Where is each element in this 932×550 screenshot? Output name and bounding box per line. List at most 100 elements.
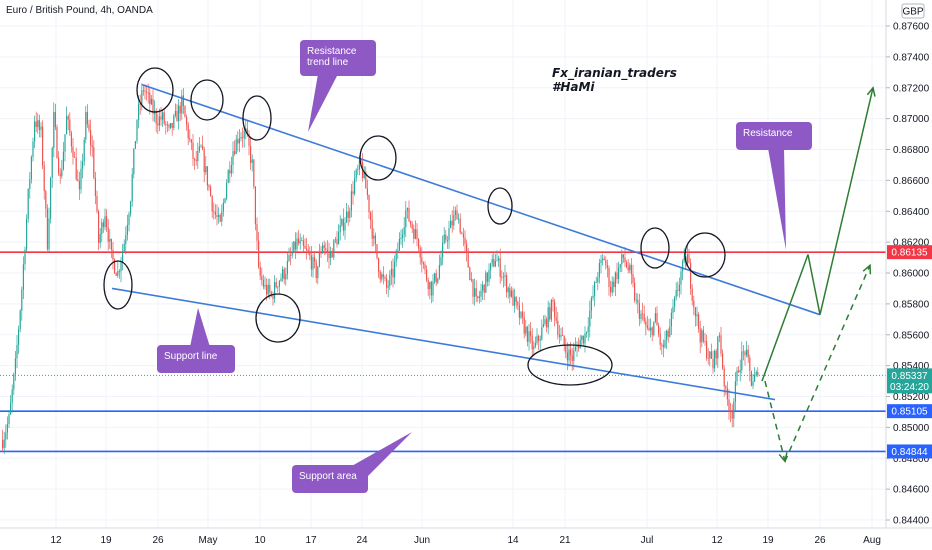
candle-body [690, 263, 692, 289]
candle-body [429, 281, 431, 290]
candle-body [494, 261, 496, 267]
candle-body [414, 229, 416, 239]
support-line-callout-box[interactable] [157, 345, 235, 373]
support-area-callout-box[interactable] [292, 465, 368, 493]
candle-body [493, 258, 495, 267]
candle-body [488, 270, 490, 282]
candle-body [174, 111, 176, 116]
resistance-trend-callout-box[interactable] [300, 40, 376, 76]
candle-body [691, 288, 693, 301]
candle-body [203, 149, 205, 173]
candle-body [528, 331, 530, 342]
candle-body [29, 179, 31, 189]
candle-body [749, 357, 751, 371]
candle-body [261, 275, 263, 281]
candle-body [27, 188, 29, 219]
candle-body [94, 177, 96, 196]
price-tick-label: 0.86400 [893, 207, 930, 218]
candle-body [566, 352, 568, 361]
candle-body [478, 296, 480, 298]
candle-body [5, 432, 7, 440]
candle-body [208, 185, 210, 188]
swing-circle [487, 187, 513, 225]
candle-body [616, 272, 618, 280]
currency-box[interactable] [901, 3, 925, 19]
candle-body [182, 95, 184, 107]
candle-body [69, 119, 71, 133]
current-price-label: 0.85337 [891, 371, 928, 382]
candle-body [72, 146, 74, 158]
candle-body [123, 243, 125, 252]
candle-body [573, 350, 575, 361]
candle-body [272, 294, 274, 299]
candle-body [470, 279, 472, 281]
candle-body [293, 241, 295, 253]
candle-body [115, 273, 117, 276]
candle-body [277, 286, 279, 288]
candle-body [480, 290, 482, 297]
projection-arrow-head [866, 86, 876, 97]
candle-body [373, 235, 375, 239]
symbol-title: Euro / British Pound, 4h, OANDA [6, 5, 153, 16]
candle-body [374, 235, 376, 245]
candle-body [432, 281, 434, 296]
candle-body [91, 144, 93, 148]
candle-body [232, 151, 234, 165]
price-tick-label: 0.85600 [893, 330, 930, 341]
candle-body [550, 299, 552, 320]
candle-body [728, 399, 730, 412]
candle-body [586, 332, 588, 334]
candle-body [549, 307, 551, 320]
candle-body [18, 329, 20, 346]
candle-body [38, 120, 40, 130]
candle-body [539, 339, 541, 341]
time-tick-label: 21 [559, 535, 571, 546]
candle-body [110, 238, 112, 250]
candle-body [712, 358, 714, 369]
candle-body [413, 228, 415, 239]
currency-label: GBP [902, 7, 923, 18]
resistance-callout-box[interactable] [736, 122, 812, 150]
candle-body [622, 254, 624, 258]
projection-arrows [761, 86, 876, 464]
candle-body [734, 381, 736, 402]
candle-body [418, 239, 420, 249]
candle-body [322, 245, 324, 254]
candle-body [496, 260, 498, 262]
candle-body [454, 210, 456, 215]
candle-body [742, 351, 744, 353]
candle-body [51, 147, 53, 179]
candle-body [510, 290, 512, 297]
candle-body [483, 284, 485, 293]
candle-body [592, 295, 594, 298]
candle-body [350, 191, 352, 211]
candle-body [370, 212, 372, 221]
support-level-lower-label: 0.84844 [891, 447, 928, 458]
candle-body [37, 120, 39, 128]
candle-body [2, 439, 4, 449]
candle-body [46, 208, 48, 250]
candle-body [498, 258, 500, 261]
time-axis[interactable]: 12 19 26 May 10 17 24 Jun 14 21 Jul 12 19 26 Aug [50, 535, 880, 546]
support-trend-line[interactable] [111, 287, 776, 401]
candle-body [339, 225, 341, 233]
price-axis[interactable]: 0.87600 0.87400 0.87200 0.87000 0.86800 0.866… [886, 22, 930, 527]
candle-body [262, 280, 264, 287]
candle-body [250, 145, 252, 163]
candle-body [410, 221, 412, 225]
candle-body [630, 264, 632, 275]
candle-body [629, 264, 631, 271]
candle-body [349, 210, 351, 218]
candle-body [426, 269, 428, 281]
projection-dashed-segment [784, 264, 871, 462]
candle-body [270, 292, 272, 295]
candle-body [598, 262, 600, 278]
candle-body [30, 156, 32, 180]
candle-body [632, 274, 634, 283]
candle-body [723, 368, 725, 387]
candle-body [435, 273, 437, 283]
candle-body [448, 228, 450, 241]
candle-body [190, 139, 192, 143]
